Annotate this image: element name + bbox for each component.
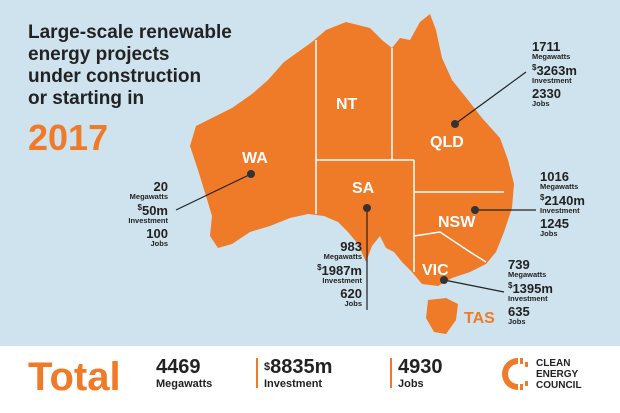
logo-line-3: COUNCIL (536, 380, 582, 391)
title-line-3: under construction (28, 66, 202, 87)
vic-dot (440, 276, 448, 284)
nsw-jobs: 1245 (540, 216, 569, 231)
total-jobs: 4930 Jobs (398, 356, 443, 390)
qld-jobs-unit: Jobs (532, 99, 550, 108)
title-line-1: Large-scale renewable (28, 22, 232, 43)
sa-jobs: 620 (340, 286, 362, 301)
leader-lines (175, 71, 536, 310)
qld-megawatts: 1711 (532, 39, 561, 54)
qld-dollar: $ (532, 62, 537, 72)
qld-investment-unit: Investment (532, 75, 572, 85)
total-dollar: $ (264, 361, 271, 373)
logo-mark-icon (502, 358, 528, 390)
logo-line-1: CLEAN (536, 358, 571, 369)
australia-mainland (190, 14, 514, 286)
state-label-qld: QLD (430, 134, 464, 151)
sa-dollar: $ (317, 262, 322, 272)
total-megawatts: 4469 Megawatts (156, 356, 212, 390)
nsw-investment: 2140m (544, 192, 585, 208)
tasmania (426, 298, 458, 334)
sa-investment: 1987m (321, 262, 362, 278)
nsw-stats: 1016 Megawatts $2140m Investment 1245 Jo… (540, 170, 618, 241)
totals-bar (0, 346, 620, 413)
vic-jobs-unit: Jobs (508, 317, 526, 326)
chart-title: Large-scale renewable energy projects un… (28, 22, 298, 110)
wa-investment: 50m (141, 202, 168, 218)
year-label: 2017 (28, 117, 109, 158)
divider-2 (390, 358, 392, 388)
wa-investment-unit: Investment (128, 215, 168, 225)
wa-stats: 20 Megawatts $50m Investment 100 Jobs (108, 180, 168, 251)
sa-stats: 983 Megawatts $1987m Investment 620 Jobs (298, 240, 362, 311)
vic-dollar: $ (508, 280, 513, 290)
state-borders (315, 40, 504, 272)
wa-jobs-unit: Jobs (150, 239, 168, 248)
sa-investment-unit: Investment (322, 275, 362, 285)
total-label: Total (28, 355, 121, 399)
nsw-megawatts-unit: Megawatts (540, 182, 579, 191)
nsw-dot (471, 206, 479, 214)
total-megawatts-value: 4469 (156, 356, 201, 378)
title-line-2: energy projects (28, 44, 170, 65)
state-label-nsw: NSW (438, 214, 476, 231)
location-dots (247, 120, 479, 284)
state-label-wa: WA (242, 150, 268, 167)
vic-investment-unit: Investment (508, 293, 548, 303)
qld-dot (451, 120, 459, 128)
wa-megawatts-unit: Megawatts (129, 192, 168, 201)
wa-dollar: $ (137, 202, 142, 212)
sa-megawatts: 983 (340, 239, 362, 254)
vic-stats: 739 Megawatts $1395m Investment 635 Jobs (508, 258, 588, 329)
vic-investment: 1395m (512, 280, 553, 296)
logo-line-2: ENERGY (536, 369, 579, 380)
total-jobs-value: 4930 (398, 356, 443, 378)
state-label-sa: SA (352, 180, 375, 197)
nsw-jobs-unit: Jobs (540, 229, 558, 238)
state-label-tas: TAS (464, 310, 495, 327)
total-investment-unit: Investment (264, 378, 323, 390)
clean-energy-council-logo: CLEAN ENERGY COUNCIL (502, 356, 602, 392)
sa-dot (363, 204, 371, 212)
state-label-vic: VIC (422, 262, 449, 279)
total-megawatts-unit: Megawatts (156, 378, 213, 390)
wa-dot (247, 170, 255, 178)
total-investment: $8835m Investment (264, 356, 332, 390)
vic-jobs: 635 (508, 304, 530, 319)
vic-megawatts-unit: Megawatts (508, 270, 547, 279)
nsw-megawatts: 1016 (540, 169, 569, 184)
wa-megawatts: 20 (153, 179, 168, 194)
qld-jobs: 2330 (532, 86, 561, 101)
state-label-nt: NT (336, 96, 358, 113)
sa-jobs-unit: Jobs (344, 299, 362, 308)
nsw-dollar: $ (540, 192, 545, 202)
title-line-4: or starting in (28, 88, 145, 109)
qld-megawatts-unit: Megawatts (532, 52, 571, 61)
total-jobs-unit: Jobs (398, 378, 424, 390)
qld-investment: 3263m (536, 62, 577, 78)
vic-megawatts: 739 (508, 257, 530, 272)
qld-stats: 1711 Megawatts $3263m Investment 2330 Jo… (532, 40, 612, 111)
sa-megawatts-unit: Megawatts (323, 252, 362, 261)
total-investment-value: 8835m (270, 356, 333, 378)
wa-jobs: 100 (146, 226, 168, 241)
nsw-investment-unit: Investment (540, 205, 580, 215)
divider-1 (256, 358, 258, 388)
